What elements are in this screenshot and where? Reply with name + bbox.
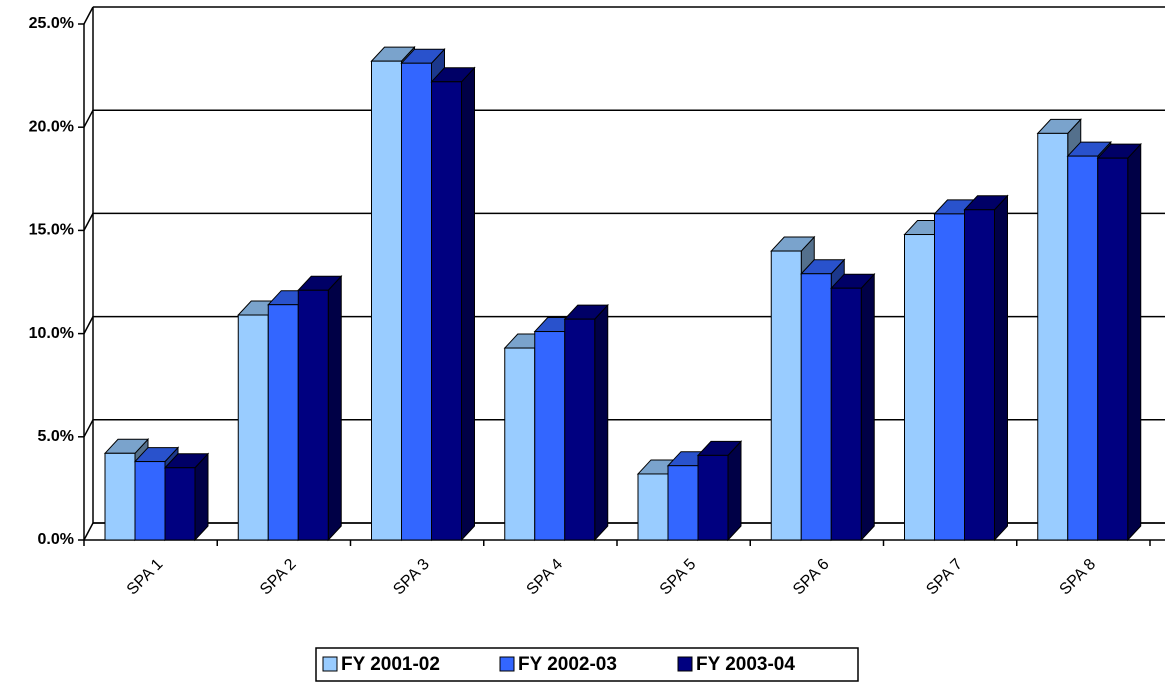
legend-swatch [499, 656, 515, 672]
bar [401, 62, 432, 541]
bar [267, 304, 299, 541]
x-tick-label: SPA 3 [390, 556, 433, 599]
grid-line-depth [83, 6, 94, 25]
bar [237, 314, 269, 541]
bar-side [461, 66, 475, 542]
bar [1037, 132, 1069, 541]
x-tick-label: SPA 7 [923, 556, 966, 599]
bar [504, 347, 536, 541]
legend-swatch [677, 656, 693, 672]
bar-side [1127, 142, 1142, 542]
grid-line-depth [83, 316, 94, 334]
bar [564, 318, 596, 541]
x-tick-label: SPA 5 [657, 556, 700, 599]
bar [534, 331, 566, 541]
bar [104, 452, 136, 541]
bar [637, 473, 669, 541]
legend-swatch [322, 656, 338, 672]
x-tick-label: SPA 8 [1057, 556, 1100, 599]
grid-line-depth [83, 213, 94, 231]
bar [164, 467, 196, 541]
grid-line-depth [83, 522, 94, 541]
y-tick-label: 15.0% [29, 222, 74, 239]
x-tick-label: SPA 4 [524, 556, 567, 599]
bar [134, 461, 166, 541]
bar [431, 81, 462, 541]
y-tick-label: 20.0% [29, 118, 74, 135]
grid-line-depth [83, 109, 94, 128]
bar [770, 250, 802, 541]
bar [1067, 155, 1099, 541]
grid-line-depth [83, 419, 94, 438]
bar-side [994, 194, 1008, 542]
x-tick-label: SPA 1 [124, 556, 167, 599]
bar-side [860, 272, 875, 542]
bar-side [594, 303, 609, 542]
bar-side [194, 452, 209, 542]
legend-box [315, 647, 859, 682]
bar [697, 454, 729, 541]
legend-label: FY 2001-02 [341, 654, 440, 675]
y-tick-label: 25.0% [29, 15, 74, 32]
x-tick-label: SPA 6 [790, 556, 833, 599]
bar-side [327, 274, 342, 542]
y-tick-label: 5.0% [38, 428, 74, 445]
bar [371, 60, 402, 541]
y-tick-label: 0.0% [38, 531, 74, 548]
legend-label: FY 2003-04 [696, 654, 795, 675]
bar [800, 273, 832, 541]
bar [297, 289, 329, 541]
bar [934, 213, 965, 541]
bar [830, 287, 862, 541]
y-tick-label: 10.0% [29, 325, 74, 342]
bar [964, 209, 995, 541]
bar-side [727, 440, 742, 542]
legend-label: FY 2002-03 [518, 654, 617, 675]
x-tick-label: SPA 2 [257, 556, 300, 599]
bar [667, 465, 699, 541]
bar [904, 234, 935, 541]
bar [1097, 157, 1129, 541]
